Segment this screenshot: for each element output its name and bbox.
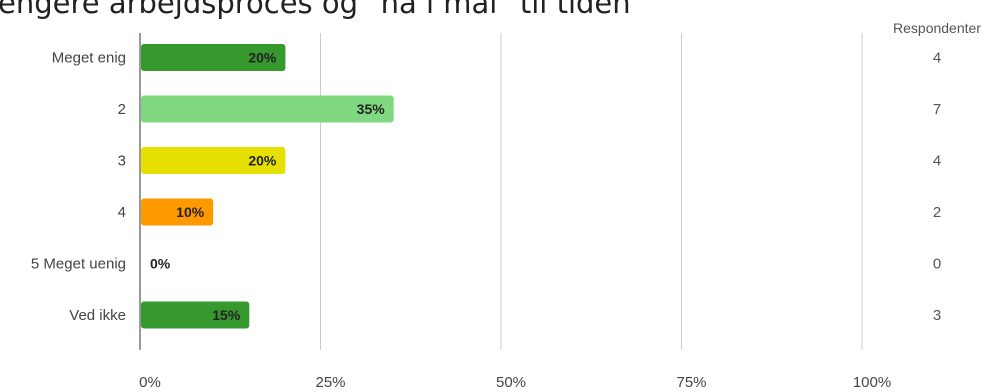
- x-tick-label: 25%: [315, 374, 345, 391]
- x-tick-label: 75%: [676, 374, 706, 391]
- bar-value-label: 20%: [248, 153, 277, 169]
- category-label: 2: [118, 101, 126, 118]
- respondent-count: 4: [933, 50, 941, 67]
- chart-title: engere arbejdsproces og "nå i mål" til t…: [0, 0, 631, 20]
- respondent-count: 4: [933, 153, 941, 170]
- respondent-count: 2: [933, 204, 941, 221]
- bar-value-label: 35%: [357, 101, 386, 117]
- category-label: Ved ikke: [69, 307, 126, 324]
- bar: [141, 95, 394, 123]
- respondent-count: 3: [933, 307, 941, 324]
- bar-value-label: 15%: [212, 307, 241, 323]
- bars: [141, 44, 394, 329]
- category-label: Meget enig: [52, 50, 126, 67]
- bar-value-label: 20%: [248, 50, 277, 66]
- category-label: 5 Meget uenig: [31, 256, 126, 273]
- category-label: 3: [118, 153, 126, 170]
- bar: [141, 301, 250, 329]
- x-tick-label: 100%: [853, 374, 891, 391]
- respondent-count: 7: [933, 101, 941, 118]
- gridlines: [139, 33, 863, 350]
- x-tick-label: 50%: [496, 374, 526, 391]
- respondent-count: 0: [933, 256, 941, 273]
- bar: [141, 44, 286, 71]
- x-tick-label: 0%: [139, 374, 161, 391]
- bar: [141, 147, 286, 174]
- counts-header: Respondenter: [893, 20, 981, 36]
- bar-value-label: 10%: [176, 204, 205, 220]
- bar-value-label: 0%: [150, 256, 171, 272]
- category-label: 4: [118, 204, 126, 221]
- bar: [141, 198, 214, 226]
